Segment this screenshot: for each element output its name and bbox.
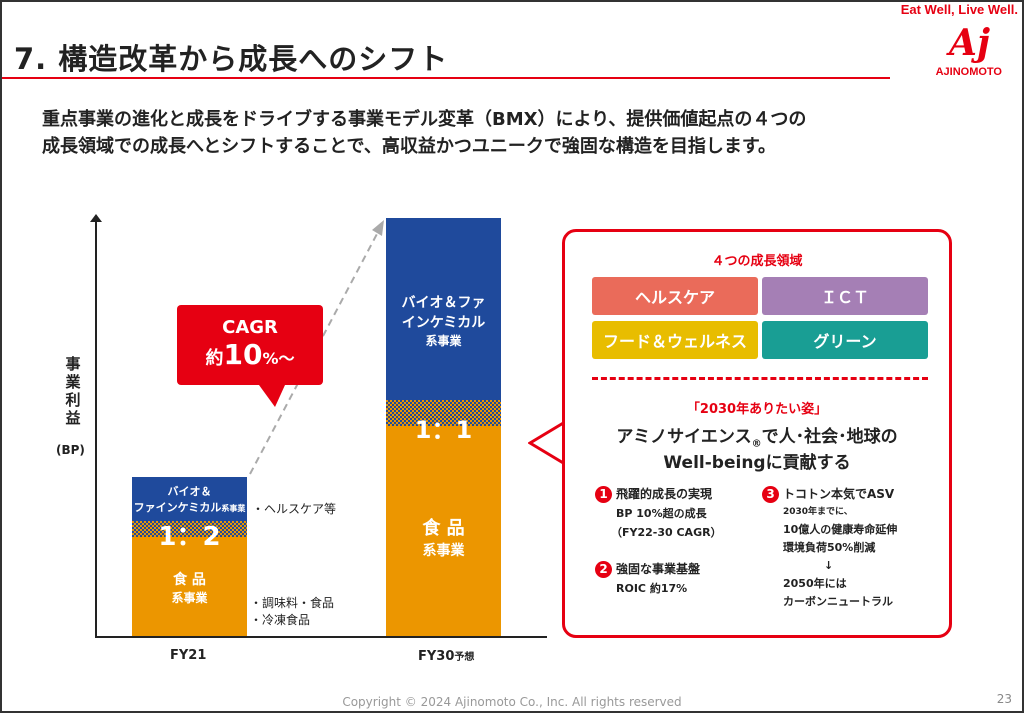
- fy30-label: FY30予想: [418, 648, 474, 664]
- x-axis: [95, 636, 547, 638]
- goal-3-line0: 2030年までに、: [783, 507, 853, 517]
- goal-3-line4: カーボンニュートラル: [783, 595, 893, 608]
- fy30-label-text: FY30: [418, 649, 455, 664]
- fy30-food-segment: 食 品 系事業: [386, 426, 501, 636]
- fy30-top-line1: バイオ＆ファ: [401, 295, 486, 311]
- goal-3-line3: 2050年には: [783, 577, 847, 590]
- area-food-wellness: フード＆ウェルネス: [592, 321, 758, 359]
- cagr-label: CAGR: [222, 317, 278, 338]
- goal-1-line1: BP 10%超の成長: [616, 507, 707, 520]
- y-axis-label: 事業利益: [65, 355, 81, 427]
- y-axis-unit: (BP): [56, 443, 85, 457]
- goal-3: 3 トコトン本気でASV 2030年までに、 10億人の健康寿命延伸 環境負荷50…: [762, 485, 897, 611]
- fy30-top-line2: インケミカル: [401, 315, 486, 331]
- brand-name: AJINOMOTO: [935, 66, 1002, 78]
- goal-2: 2 強固な事業基盤 ROIC 約17%: [595, 560, 700, 598]
- page-title: 7. 構造改革から成長へのシフト: [14, 42, 449, 76]
- fy21-bottom-line2: 系事業: [171, 591, 208, 605]
- lead-line-1: 重点事業の進化と成長をドライブする事業モデル変革（BMX）により、提供価値起点の…: [42, 109, 807, 130]
- goal-3-title: トコトン本気でASV: [783, 487, 895, 501]
- cagr-value: 10: [223, 338, 263, 371]
- fy21-food-segment: 食 品 系事業: [132, 537, 247, 636]
- fy30-bio-segment: バイオ＆ファ インケミカル 系事業: [386, 218, 501, 400]
- fy30-top-line3: 系事業: [425, 334, 462, 348]
- cagr-callout: CAGR 約10%〜: [177, 305, 323, 407]
- fy21-label: FY21: [170, 648, 207, 663]
- goal-2-title: 強固な事業基盤: [616, 562, 701, 576]
- fy21-gradient: [132, 521, 247, 537]
- goal-1-number: 1: [595, 486, 612, 503]
- vision-line2: Well-beingに貢献する: [663, 453, 851, 473]
- fy30-bottom-line1: 食 品: [422, 518, 465, 539]
- vision-line1b: で人･社会･地球の: [761, 427, 898, 447]
- cagr-suffix: %〜: [262, 349, 295, 368]
- goal-1: 1 飛躍的成長の実現 BP 10%超の成長 （FY22-30 CAGR）: [595, 485, 722, 542]
- lead-text: 重点事業の進化と成長をドライブする事業モデル変革（BMX）により、提供価値起点の…: [42, 106, 806, 160]
- fy21-ratio: 1：2: [158, 522, 221, 552]
- ajinomoto-logo: Aj: [949, 22, 990, 64]
- tagline: Eat Well, Live Well.: [900, 2, 1018, 17]
- goal-3-arrow: ↓: [824, 559, 834, 572]
- vision-label: 「2030年ありたい姿」: [686, 402, 828, 417]
- fy21-note-b2: ・冷凍食品: [250, 613, 311, 627]
- fy30-label-suffix: 予想: [454, 652, 475, 663]
- fy21-top-suffix: 系事業: [221, 504, 246, 513]
- goal-2-line1: ROIC 約17%: [616, 582, 688, 595]
- fy30-ratio: 1：1: [414, 416, 473, 444]
- vision-line1: アミノサイエンス®で人･社会･地球の: [565, 422, 949, 449]
- fy21-top-line1: バイオ＆: [167, 485, 212, 498]
- fy30-gradient: [386, 400, 501, 426]
- fy21-bottom-line1: 食 品: [173, 572, 206, 588]
- copyright: Copyright © 2024 Ajinomoto Co., Inc. All…: [342, 695, 682, 709]
- goal-3-line1: 10億人の健康寿命延伸: [783, 523, 898, 536]
- y-axis: [90, 214, 102, 638]
- goal-1-line2: （FY22-30 CAGR）: [611, 526, 722, 539]
- vision-line1a: アミノサイエンス: [616, 427, 752, 447]
- area-ict: ＩＣＴ: [762, 277, 928, 315]
- lead-line-2: 成長領域での成長へとシフトすることで、高収益かつユニークで強固な構造を目指します…: [42, 136, 777, 157]
- registered-mark: ®: [751, 438, 762, 450]
- growth-areas-panel: ４つの成長領域 ヘルスケア ＩＣＴ フード＆ウェルネス グリーン 「2030年あ…: [562, 229, 952, 638]
- fy21-bio-segment: バイオ＆ ファインケミカル系事業: [132, 477, 247, 521]
- panel-heading: ４つの成長領域: [711, 254, 803, 269]
- area-green: グリーン: [762, 321, 928, 359]
- title-divider: [0, 77, 890, 79]
- cagr-prefix: 約: [205, 348, 224, 369]
- fy21-note-top: ・ヘルスケア等: [252, 502, 337, 516]
- area-healthcare: ヘルスケア: [592, 277, 758, 315]
- panel-divider: [592, 377, 928, 380]
- fy30-bottom-line2: 系事業: [422, 543, 465, 559]
- goal-2-number: 2: [595, 561, 612, 578]
- goal-3-number: 3: [762, 486, 779, 503]
- page-number: 23: [996, 692, 1012, 706]
- fy21-top-line2: ファインケミカル: [133, 501, 222, 514]
- goal-3-line2: 環境負荷50%削減: [783, 541, 876, 554]
- goal-1-title: 飛躍的成長の実現: [616, 487, 713, 501]
- fy21-note-b1: ・調味料・食品: [250, 596, 335, 610]
